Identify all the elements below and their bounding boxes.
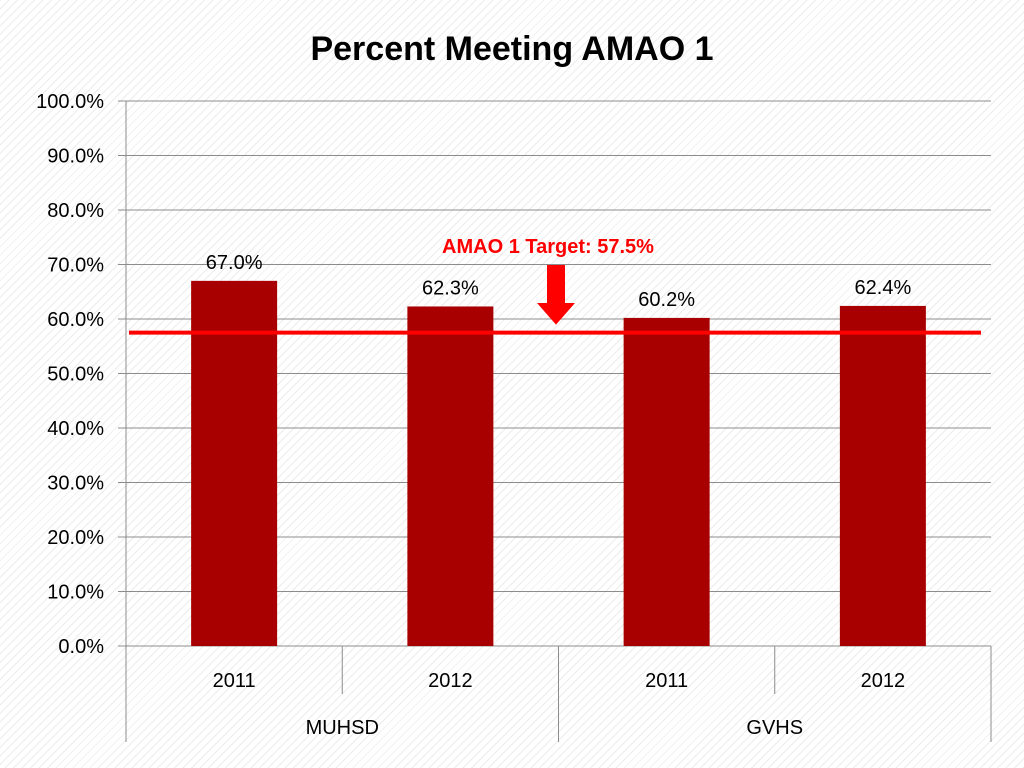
y-tick-label: 80.0% bbox=[47, 200, 104, 222]
target-label: AMAO 1 Target: 57.5% bbox=[442, 236, 654, 258]
y-tick-label: 60.0% bbox=[47, 309, 104, 331]
bar-value-label: 62.4% bbox=[855, 277, 912, 299]
bar-value-label: 60.2% bbox=[638, 289, 695, 311]
bar bbox=[407, 306, 494, 646]
y-tick-label: 40.0% bbox=[47, 418, 104, 440]
bar bbox=[191, 280, 278, 646]
y-tick-label: 100.0% bbox=[36, 91, 104, 113]
x-tick-label: 2011 bbox=[213, 670, 256, 692]
x-group-label: GVHS bbox=[746, 717, 803, 739]
bar-value-label: 67.0% bbox=[206, 252, 263, 274]
x-tick-label: 2012 bbox=[428, 670, 473, 692]
y-tick-label: 30.0% bbox=[47, 473, 104, 495]
y-tick-label: 70.0% bbox=[47, 255, 104, 277]
target-arrow-icon bbox=[537, 265, 575, 325]
y-tick-label: 20.0% bbox=[47, 527, 104, 549]
y-tick-label: 0.0% bbox=[58, 636, 104, 658]
y-tick-label: 90.0% bbox=[47, 146, 104, 168]
bar bbox=[623, 317, 710, 646]
x-group-label: MUHSD bbox=[306, 717, 379, 739]
x-tick-label: 2011 bbox=[645, 670, 688, 692]
chart-title: Percent Meeting AMAO 1 bbox=[310, 30, 714, 68]
bar-value-label: 62.3% bbox=[422, 277, 479, 299]
x-tick-label: 2012 bbox=[861, 670, 906, 692]
bar bbox=[839, 305, 926, 646]
y-tick-label: 50.0% bbox=[47, 364, 104, 386]
y-tick-label: 10.0% bbox=[47, 582, 104, 604]
